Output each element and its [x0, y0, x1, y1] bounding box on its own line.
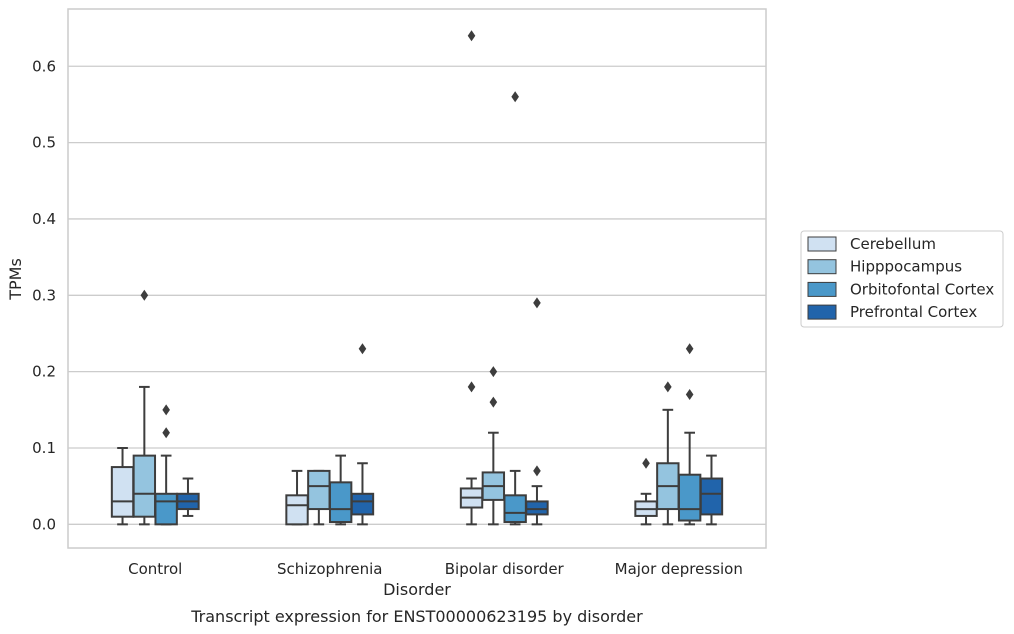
legend-swatch — [807, 259, 837, 275]
box-group — [459, 30, 484, 526]
box-group — [176, 477, 200, 517]
y-tick-label: 0.4 — [32, 210, 56, 228]
box-group — [285, 469, 309, 526]
box-body — [350, 492, 375, 516]
legend-frame — [800, 230, 1004, 328]
y-tick-label: 0.2 — [32, 363, 56, 381]
box-body — [285, 494, 309, 526]
box-group — [110, 446, 135, 526]
box-body — [525, 500, 549, 516]
outlier-point — [489, 366, 498, 378]
x-axis-title: Disorder — [383, 580, 451, 599]
outlier-point — [533, 465, 541, 477]
box-group — [328, 454, 353, 526]
x-tick-label: Major depression — [615, 560, 743, 578]
box-group — [503, 91, 527, 526]
x-tick-labels: Control Schizophrenia Bipolar disorder Majo… — [128, 560, 743, 578]
x-tick-label: Bipolar disorder — [445, 560, 565, 578]
y-tick-label: 0.0 — [32, 515, 56, 533]
outlier-point — [642, 457, 650, 469]
outlier-point — [511, 91, 519, 103]
y-tick-label: 0.3 — [32, 286, 56, 304]
y-tick-labels: 0.0 0.1 0.2 0.3 0.4 0.5 0.6 — [32, 57, 56, 533]
box-group — [307, 469, 331, 526]
y-tick-label: 0.1 — [32, 439, 56, 457]
box-group — [699, 454, 724, 526]
legend: Cerebellum Hipppocampus Orbitofontal Corte… — [800, 230, 1004, 328]
outlier-point — [489, 396, 498, 408]
legend-label: Prefrontal Cortex — [850, 303, 977, 321]
outlier-point — [162, 404, 170, 416]
outlier-point — [162, 427, 170, 439]
x-tick-label: Control — [128, 560, 182, 578]
legend-label: Orbitofontal Cortex — [850, 280, 994, 298]
legend-items: Cerebellum Hipppocampus Orbitofontal Corte… — [807, 235, 994, 321]
box-group — [132, 289, 157, 526]
chart-caption: Transcript expression for ENST0000062319… — [190, 607, 643, 626]
box-group — [154, 404, 178, 526]
x-tick-label: Schizophrenia — [277, 560, 382, 578]
box-body — [677, 473, 702, 522]
legend-swatch — [807, 236, 837, 252]
box-body — [699, 477, 724, 516]
y-axis-title: TPMs — [6, 258, 25, 301]
outlier-point — [533, 297, 541, 309]
outlier-point — [140, 289, 149, 301]
grid-lines — [68, 65, 766, 525]
y-tick-label: 0.6 — [32, 57, 56, 75]
plot-area-frame — [67, 8, 767, 549]
outlier-point — [358, 343, 367, 355]
box-body — [503, 494, 527, 524]
box-group — [481, 366, 506, 526]
legend-label: Hipppocampus — [850, 258, 962, 276]
box-group — [350, 343, 375, 526]
outlier-point — [664, 381, 672, 393]
legend-swatch — [807, 281, 837, 297]
box-body — [154, 492, 178, 526]
legend-swatch — [807, 304, 837, 320]
box-body — [132, 454, 157, 518]
box-group — [656, 381, 680, 526]
box-group — [525, 297, 549, 526]
box-body — [328, 481, 353, 524]
box-body — [110, 466, 135, 518]
legend-label: Cerebellum — [850, 235, 936, 253]
outlier-point — [685, 343, 694, 355]
box-group — [634, 457, 658, 526]
box-series — [110, 30, 724, 526]
outlier-point — [467, 30, 476, 42]
box-body — [307, 469, 331, 511]
outlier-point — [685, 389, 694, 401]
outlier-point — [467, 381, 476, 393]
box-group — [677, 343, 702, 526]
y-tick-label: 0.5 — [32, 134, 56, 152]
